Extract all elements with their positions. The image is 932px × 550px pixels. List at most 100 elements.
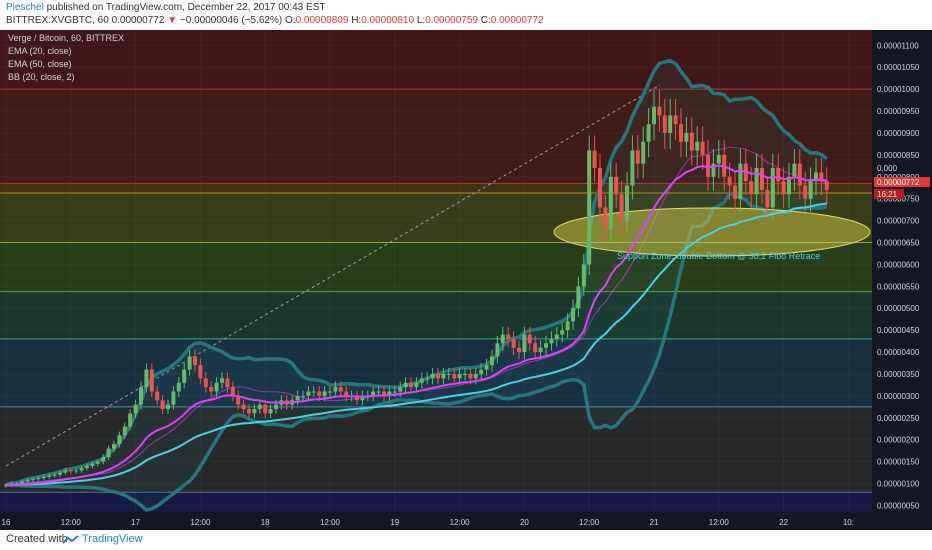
legend-bb: BB (20, close, 2) bbox=[8, 72, 75, 82]
price-chart[interactable]: Support Zone, double Bottom @ 38,2 Fibo … bbox=[0, 30, 932, 530]
time-tick-label: 10: bbox=[843, 518, 854, 527]
candle-body bbox=[668, 115, 673, 133]
trend-line bbox=[5, 84, 661, 467]
candle-body bbox=[684, 132, 689, 142]
candle-body bbox=[706, 154, 710, 177]
candle-body bbox=[797, 163, 802, 186]
price-tick-label: 0.00000600 bbox=[877, 260, 920, 269]
price-tick-label: 0.00000650 bbox=[877, 239, 920, 248]
candle-body bbox=[360, 395, 365, 401]
candle-body bbox=[716, 154, 721, 164]
time-tick-label: 12:00 bbox=[709, 518, 730, 527]
price-tick-label: 0.00001000 bbox=[877, 85, 920, 94]
candle-body bbox=[760, 168, 764, 190]
candle-body bbox=[571, 308, 575, 322]
candle-body bbox=[106, 448, 111, 458]
high-value: 0.00000810 bbox=[361, 15, 415, 26]
low-label: L: bbox=[416, 15, 426, 26]
candle-body bbox=[236, 395, 241, 405]
candle-body bbox=[781, 181, 786, 195]
candle-body bbox=[101, 457, 106, 462]
fib-zone bbox=[0, 183, 872, 194]
price-tick-label: 0.00000700 bbox=[877, 217, 920, 226]
candle-body bbox=[803, 185, 808, 199]
candle-body bbox=[241, 404, 246, 410]
candle-body bbox=[382, 391, 386, 396]
candle-body bbox=[689, 132, 694, 151]
close-value: 0.00000772 bbox=[490, 15, 544, 26]
candle-body bbox=[182, 369, 187, 383]
candle-body bbox=[603, 207, 608, 230]
candle-body bbox=[257, 404, 262, 410]
time-tick-label: 17 bbox=[131, 518, 140, 527]
candle-body bbox=[376, 391, 381, 393]
time-axis-background bbox=[0, 512, 872, 530]
candle-body bbox=[765, 189, 770, 208]
candle-body bbox=[787, 176, 791, 195]
candle-body bbox=[754, 168, 759, 195]
candle-body bbox=[711, 163, 716, 177]
last-price-tag-text: 0.00000772 bbox=[877, 178, 920, 187]
candle-body bbox=[409, 382, 413, 388]
candle-body bbox=[436, 373, 440, 379]
ema-20-line bbox=[5, 164, 827, 486]
candle-body bbox=[749, 181, 754, 195]
candle-body bbox=[74, 470, 79, 472]
candle-body bbox=[301, 395, 305, 397]
legend-ema20: EMA (20, close) bbox=[8, 46, 72, 56]
price-tick-label: 0.00000200 bbox=[877, 436, 920, 445]
candle-body bbox=[652, 106, 656, 125]
price-tick-label: 0.00000050 bbox=[877, 501, 920, 510]
candle-body bbox=[344, 391, 349, 396]
candle-body bbox=[576, 286, 581, 309]
price-axis: 0.00001100 0.00001050 0.00001000 0.00000950… bbox=[877, 41, 920, 510]
candle-body bbox=[268, 409, 273, 414]
candle-body bbox=[490, 356, 494, 366]
candle-body bbox=[560, 330, 565, 335]
candle-body bbox=[581, 264, 586, 287]
candle-body bbox=[398, 387, 403, 392]
candle-body bbox=[824, 181, 829, 190]
candle-body bbox=[160, 400, 165, 410]
open-label: O: bbox=[285, 15, 296, 26]
candle-body bbox=[776, 168, 781, 182]
time-tick-label: 12:00 bbox=[190, 518, 211, 527]
open-value: 0.00000809 bbox=[295, 15, 349, 26]
candle-body bbox=[209, 387, 214, 392]
fib-zone bbox=[0, 291, 872, 339]
candle-body bbox=[263, 404, 268, 414]
author-link[interactable]: Pieschel bbox=[6, 2, 44, 13]
candle-body bbox=[203, 378, 208, 388]
candle-body bbox=[47, 475, 52, 477]
candle-body bbox=[527, 334, 532, 344]
time-tick-label: 16 bbox=[2, 518, 11, 527]
candle-body bbox=[322, 391, 327, 396]
candle-body bbox=[52, 474, 57, 476]
chart-legend: Verge / Bitcoin, 60, BITTREX EMA (20, cl… bbox=[8, 33, 124, 82]
candle-body bbox=[522, 334, 527, 353]
candle-body bbox=[392, 391, 397, 393]
change-value: −0.00000046 (−5.62%) bbox=[179, 15, 283, 26]
tradingview-link[interactable]: TradingView bbox=[82, 533, 143, 545]
candle-body bbox=[538, 347, 543, 353]
candle-body bbox=[193, 356, 197, 366]
candle-body bbox=[31, 479, 35, 481]
fibonacci-lines bbox=[0, 88, 872, 493]
countdown-text: 16:21 bbox=[877, 190, 898, 199]
last-price-tag bbox=[874, 177, 930, 187]
candle-body bbox=[295, 395, 300, 401]
price-tick-label: 0.00000900 bbox=[877, 129, 920, 138]
candle-body bbox=[328, 391, 332, 393]
candle-body bbox=[63, 470, 68, 473]
ema-50-line bbox=[6, 202, 827, 486]
grid bbox=[0, 30, 872, 512]
high-label: H: bbox=[351, 15, 362, 26]
candle-body bbox=[58, 472, 62, 475]
time-tick-label: 20 bbox=[520, 518, 529, 527]
fib-zone bbox=[0, 30, 872, 90]
candle-body bbox=[225, 378, 230, 388]
candle-body bbox=[533, 343, 538, 353]
last-price-marker: 0.00000772 16:21 0.000 bbox=[874, 164, 930, 199]
candle-body bbox=[549, 338, 554, 344]
candle-body bbox=[700, 141, 705, 155]
